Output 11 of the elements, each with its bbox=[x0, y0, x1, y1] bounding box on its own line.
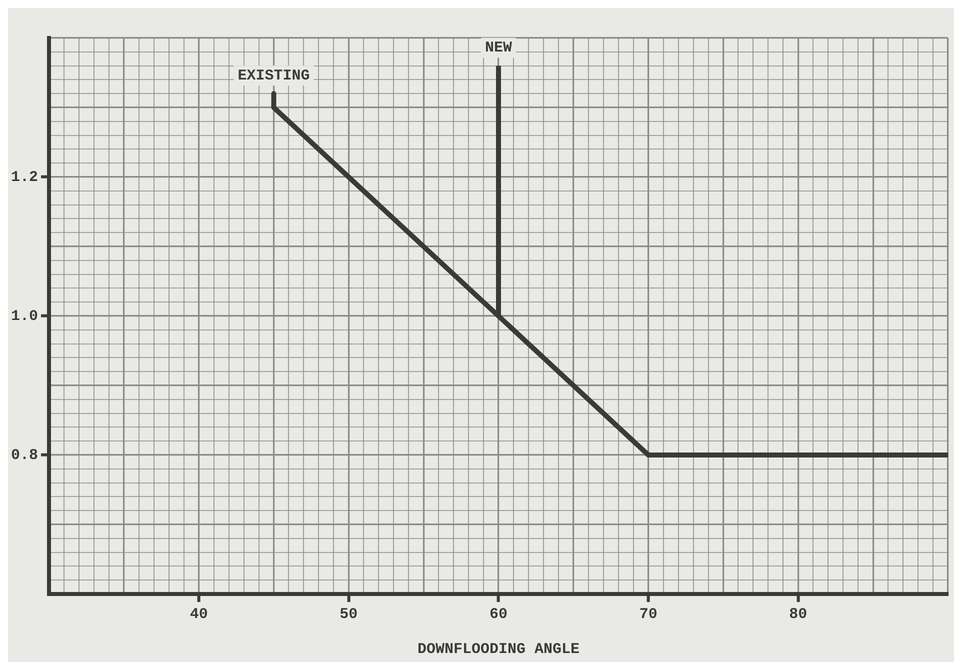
x-tick-label: 70 bbox=[639, 606, 658, 623]
x-tick-label: 60 bbox=[489, 606, 508, 623]
y-tick-label: 1.0 bbox=[10, 308, 38, 325]
series-label: NEW bbox=[484, 40, 512, 57]
y-tick-label: 1.2 bbox=[10, 168, 38, 186]
series-label: EXISTING bbox=[238, 67, 310, 84]
x-tick-label: 50 bbox=[340, 606, 358, 623]
x-axis-title: DOWNFLOODING ANGLE bbox=[417, 640, 580, 658]
y-tick-label: 0.8 bbox=[10, 446, 38, 464]
x-tick-label: 80 bbox=[789, 606, 808, 623]
x-tick-label: 40 bbox=[190, 606, 208, 623]
